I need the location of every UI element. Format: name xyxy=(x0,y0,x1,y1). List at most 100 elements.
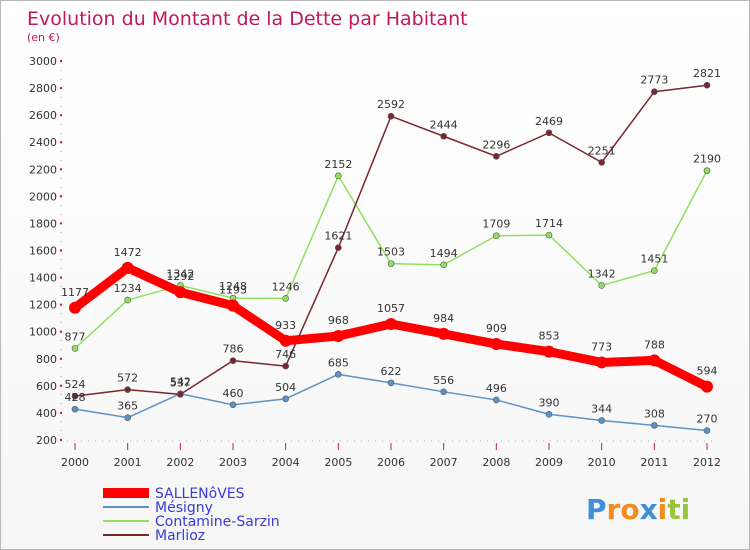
data-point xyxy=(124,414,131,421)
y-tick-mark xyxy=(59,384,63,388)
data-point xyxy=(335,244,342,251)
data-point xyxy=(703,427,711,434)
y-tick-label: 400 xyxy=(36,407,57,420)
data-label: 1292 xyxy=(166,270,194,283)
data-label: 2152 xyxy=(324,158,352,171)
data-label: 270 xyxy=(697,413,718,426)
y-tick-label: 2200 xyxy=(29,163,57,176)
y-tick-label: 2000 xyxy=(29,190,57,203)
data-label: 594 xyxy=(697,365,718,378)
data-point xyxy=(651,88,658,96)
x-tick-label: 2005 xyxy=(324,456,352,469)
data-point xyxy=(440,388,447,396)
data-label: 524 xyxy=(65,378,86,391)
data-label: 2190 xyxy=(693,153,721,166)
data-labels: 877 1234 1342 1248 1246 2152 1503 1494 1709 1714 1… xyxy=(61,67,721,425)
legend-label: Mésigny xyxy=(155,500,213,516)
data-point xyxy=(71,345,79,352)
data-point xyxy=(71,405,79,413)
x-tick-label: 2007 xyxy=(430,456,458,469)
data-label: 2821 xyxy=(693,67,721,80)
data-label: 1709 xyxy=(482,218,510,231)
data-point xyxy=(437,327,450,340)
series-layer xyxy=(69,81,713,434)
x-tick-label: 2011 xyxy=(640,456,668,469)
data-label: 2773 xyxy=(640,74,668,87)
data-point xyxy=(440,261,447,269)
data-label: 746 xyxy=(275,348,296,361)
data-label: 1248 xyxy=(219,280,247,293)
data-point xyxy=(490,338,503,351)
legend-label: Contamine-Sarzin xyxy=(155,514,280,530)
data-label: 1234 xyxy=(114,282,142,295)
proxiti-letter: P xyxy=(586,493,607,526)
data-label: 542 xyxy=(170,376,191,389)
data-point xyxy=(282,362,289,370)
data-label: 788 xyxy=(644,338,665,351)
x-tick-label: 2004 xyxy=(272,456,300,469)
data-label: 390 xyxy=(539,396,560,409)
x-tick-label: 2006 xyxy=(377,456,405,469)
data-point xyxy=(387,112,395,120)
data-label: 1342 xyxy=(166,267,194,280)
data-label: 909 xyxy=(486,322,507,335)
data-label: 572 xyxy=(117,372,138,385)
data-point xyxy=(703,167,711,174)
y-tick-mark xyxy=(59,195,63,198)
proxiti-logo: Proxiti xyxy=(586,493,690,526)
y-tick-mark xyxy=(59,438,63,442)
data-point xyxy=(279,334,292,347)
data-point xyxy=(282,295,289,302)
data-label: 1503 xyxy=(377,246,405,259)
data-label: 2296 xyxy=(482,138,510,151)
legend-label: SALLENôVES xyxy=(155,486,245,502)
data-label: 308 xyxy=(644,407,665,420)
data-point xyxy=(387,379,395,387)
x-tick-label: 2012 xyxy=(693,456,721,469)
y-tick-label: 200 xyxy=(36,434,57,447)
data-point xyxy=(545,231,553,239)
data-label: 344 xyxy=(591,403,612,416)
data-label: 622 xyxy=(381,365,402,378)
y-tick-mark xyxy=(59,222,63,225)
x-tick-label: 2009 xyxy=(535,456,563,469)
y-tick-label: 800 xyxy=(36,353,57,366)
data-label: 365 xyxy=(117,400,138,413)
data-point xyxy=(332,330,345,343)
data-label: 1714 xyxy=(535,217,563,230)
data-point xyxy=(335,371,342,378)
proxiti-wordmark: Proxiti xyxy=(586,493,690,526)
y-tick-mark xyxy=(59,86,63,90)
chart-subtitle: (en €) xyxy=(27,31,60,44)
data-point xyxy=(174,286,187,299)
data-label: 428 xyxy=(65,391,86,404)
data-point xyxy=(598,159,605,166)
data-point xyxy=(71,392,79,400)
data-point xyxy=(124,296,131,304)
y-tick-mark xyxy=(59,357,63,360)
x-tick-label: 2010 xyxy=(588,456,616,469)
data-point xyxy=(282,395,289,403)
proxiti-letter: i xyxy=(658,493,668,526)
data-label: 877 xyxy=(65,330,86,343)
y-tick-label: 2400 xyxy=(29,136,57,149)
data-label: 537 xyxy=(170,376,191,389)
data-label: 2251 xyxy=(588,144,616,157)
y-tick-mark xyxy=(59,59,63,63)
x-tick-label: 2008 xyxy=(482,456,510,469)
axes: 200 400 600 800 1000 1200 1400 1600 1800 2000 2200… xyxy=(29,55,721,469)
data-point xyxy=(703,81,711,89)
data-label: 968 xyxy=(328,314,349,327)
y-tick-label: 2600 xyxy=(29,109,57,122)
y-tick-mark xyxy=(59,249,63,252)
data-label: 1342 xyxy=(588,267,616,280)
data-point xyxy=(177,391,184,398)
data-label: 2592 xyxy=(377,98,405,111)
y-tick-mark xyxy=(59,411,63,415)
data-point xyxy=(69,301,81,314)
proxiti-letter: o xyxy=(620,493,639,526)
data-label: 933 xyxy=(275,319,296,332)
y-tick-label: 1200 xyxy=(29,299,57,312)
